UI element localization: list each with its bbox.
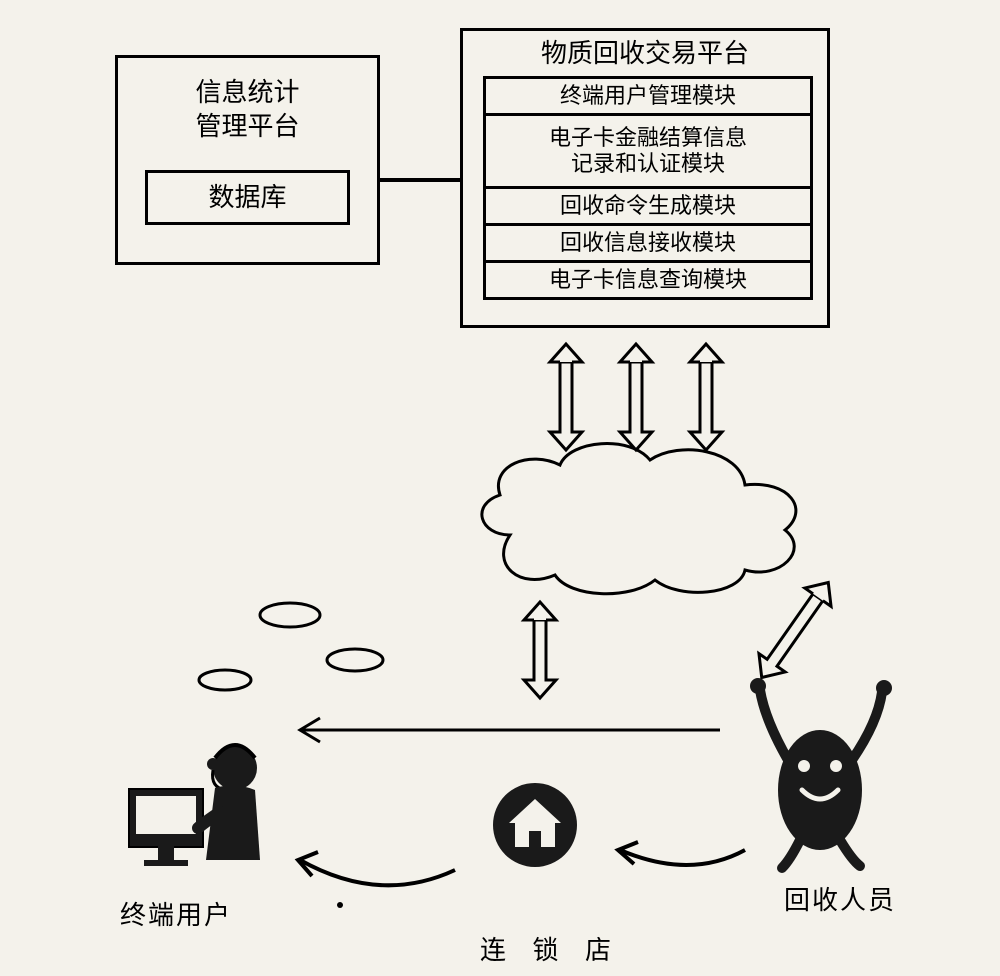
left-platform-title: 信息统计 管理平台 — [195, 76, 299, 144]
module-3: 回收信息接收模块 — [483, 223, 813, 263]
end-user-icon — [130, 745, 260, 866]
curve-arrow-1 — [618, 842, 745, 865]
module-1: 电子卡金融结算信息 记录和认证模块 — [483, 113, 813, 189]
module-0: 终端用户管理模块 — [483, 76, 813, 116]
recycler-arrow — [749, 573, 842, 686]
long-arrow — [300, 718, 720, 742]
recycler-icon — [750, 678, 892, 868]
bubbles — [199, 603, 383, 690]
top-arrows — [550, 344, 722, 450]
left-platform-box: 信息统计 管理平台 — [115, 55, 380, 265]
network-label: 通讯网络 — [580, 498, 692, 535]
right-platform-title: 物质回收交易平台 — [463, 31, 827, 76]
end-user-label: 终端用户 — [120, 895, 232, 932]
module-4: 电子卡信息查询模块 — [483, 260, 813, 300]
mid-arrow — [524, 602, 556, 698]
curve-arrow-2 — [298, 852, 455, 885]
database-label: 数据库 — [208, 181, 286, 215]
chain-store-icon — [493, 783, 577, 867]
module-2: 回收命令生成模块 — [483, 186, 813, 226]
right-platform-box: 物质回收交易平台 终端用户管理模块 电子卡金融结算信息 记录和认证模块 回收命令… — [460, 28, 830, 328]
chain-store-label: 连 锁 店 — [480, 930, 621, 967]
dot — [337, 902, 343, 908]
recycler-label: 回收人员 — [784, 880, 896, 917]
database-box: 数据库 — [145, 170, 350, 225]
